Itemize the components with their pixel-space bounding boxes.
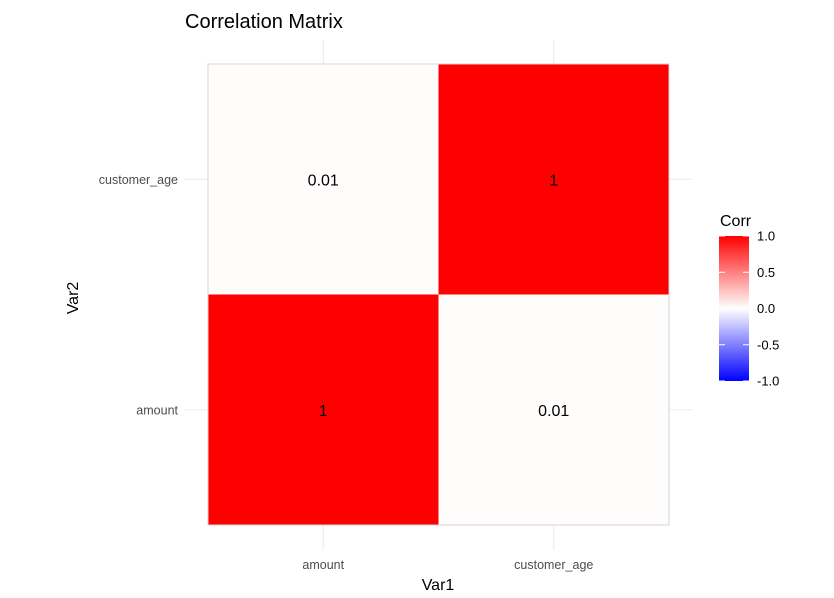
legend-title: Corr (720, 213, 752, 230)
legend-tick-label: 0.5 (757, 265, 775, 280)
y-axis-tick-labels: amount customer_age (99, 173, 179, 418)
x-tick-label: customer_age (514, 558, 593, 572)
x-axis-title: Var1 (422, 577, 455, 594)
x-tick-label: amount (302, 558, 344, 572)
cell-value-label: 0.01 (308, 172, 339, 189)
legend-tick-label: -1.0 (757, 374, 779, 389)
y-tick-label: amount (136, 403, 178, 417)
legend-tick-label: 1.0 (757, 229, 775, 244)
heatmap-cell (208, 294, 439, 525)
legend-tick-label: -0.5 (757, 337, 779, 352)
legend-tick-labels: 1.0 0.5 0.0 -0.5 -1.0 (719, 229, 779, 389)
panel-border (207, 63, 670, 526)
heatmap-cell (438, 294, 669, 525)
legend-tick-label: 0.0 (757, 301, 775, 316)
cell-value-label: 1 (549, 172, 558, 189)
cell-value-labels: 1 0.01 0.01 1 (308, 172, 570, 420)
heatmap-cell (208, 64, 439, 295)
heatmap-cells (208, 64, 669, 525)
y-axis-title: Var2 (65, 282, 82, 315)
x-axis-tick-labels: amount customer_age (302, 558, 593, 572)
heatmap-cell (438, 64, 669, 295)
cell-value-label: 0.01 (538, 403, 569, 420)
chart-title: Correlation Matrix (185, 11, 343, 33)
cell-value-label: 1 (319, 403, 328, 420)
color-legend: Corr 1.0 0.5 0.0 -0.5 -1.0 (719, 213, 779, 389)
y-tick-label: customer_age (99, 173, 178, 187)
